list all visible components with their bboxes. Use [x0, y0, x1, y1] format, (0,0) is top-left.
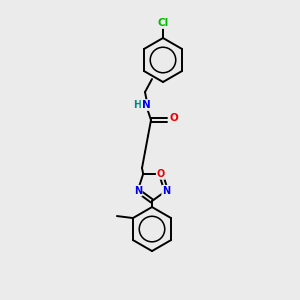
- Text: N: N: [142, 100, 150, 110]
- Text: H: H: [133, 100, 141, 110]
- Text: O: O: [157, 169, 165, 179]
- Text: N: N: [134, 186, 142, 196]
- Text: Cl: Cl: [158, 18, 169, 28]
- Text: N: N: [162, 186, 170, 196]
- Text: O: O: [169, 113, 178, 123]
